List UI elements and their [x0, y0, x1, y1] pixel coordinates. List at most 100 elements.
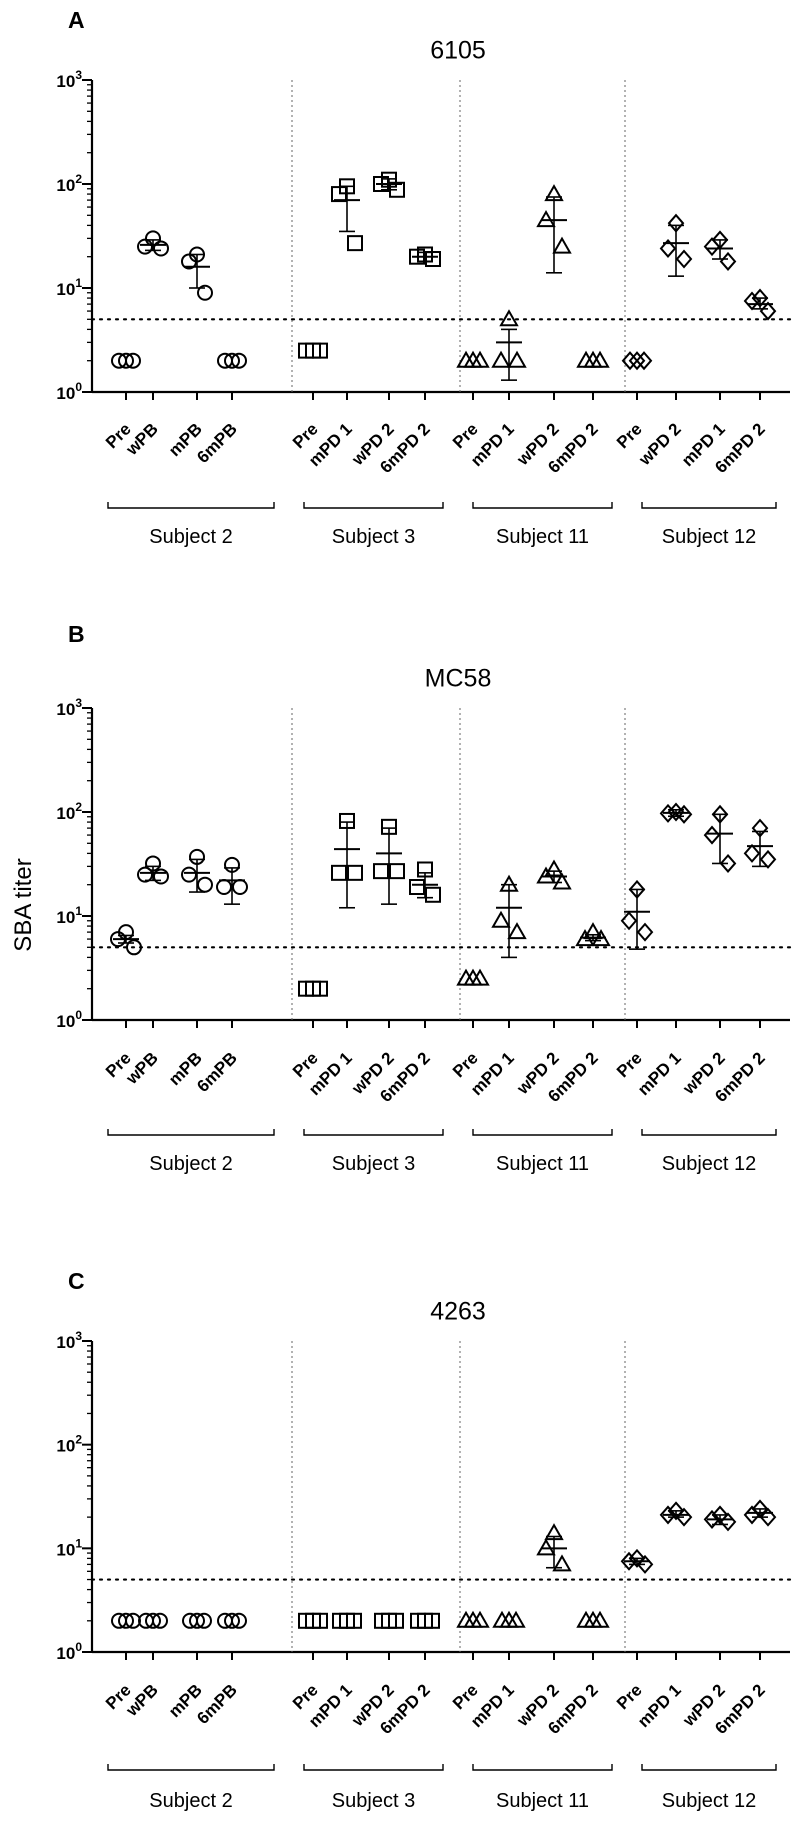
subject-bracket [107, 1764, 275, 1771]
data-point-square [425, 251, 441, 268]
y-tick-label: 103 [56, 68, 82, 91]
panel-letter: A [68, 7, 85, 33]
data-point-circle [231, 1612, 247, 1629]
data-point-circle [145, 1612, 161, 1629]
data-point-triangle [544, 1523, 564, 1541]
data-point-square [331, 864, 347, 881]
subject-bracket [472, 1764, 613, 1771]
data-point-square [347, 235, 363, 252]
data-point-diamond [636, 1554, 654, 1574]
data-point-diamond [743, 843, 761, 863]
y-tick-label: 102 [56, 800, 82, 823]
data-point-circle [232, 879, 248, 896]
data-point-triangle [575, 929, 595, 947]
data-point-circle [152, 1612, 168, 1629]
data-point-triangle [491, 910, 511, 928]
y-tick-label: 103 [56, 696, 82, 719]
data-point-diamond [759, 1507, 777, 1527]
data-point-circle [137, 866, 153, 883]
data-point-square [381, 818, 397, 835]
data-point-circle [145, 855, 161, 872]
data-point-circle [118, 1612, 134, 1629]
data-point-square [409, 248, 425, 265]
x-tick-label: 6mPB [193, 1680, 241, 1728]
subject-label: Subject 2 [149, 1153, 232, 1175]
data-point-triangle [536, 866, 556, 884]
data-point-triangle [536, 210, 556, 228]
data-point-circle [126, 939, 142, 956]
subject-label: Subject 3 [332, 526, 415, 548]
x-tick-label: wPD 2 [635, 419, 685, 469]
y-tick-label: 100 [56, 1640, 82, 1663]
data-point-circle [110, 931, 126, 948]
subject-bracket [303, 502, 444, 509]
data-point-circle [153, 240, 169, 257]
data-point-circle [224, 1612, 240, 1629]
subject-bracket [472, 1129, 613, 1136]
data-point-diamond [719, 1512, 737, 1532]
data-point-circle [189, 1612, 205, 1629]
data-point-circle [181, 866, 197, 883]
subject-label: Subject 2 [149, 526, 232, 548]
panel-title: 6105 [430, 37, 486, 65]
y-tick-label: 102 [56, 1433, 82, 1456]
data-point-triangle [491, 350, 511, 368]
data-point-diamond [621, 351, 639, 371]
subject-bracket [641, 1764, 777, 1771]
y-tick-label: 101 [56, 904, 82, 927]
data-point-circle [231, 352, 247, 369]
data-point-diamond [703, 1509, 721, 1529]
data-point-diamond [667, 213, 685, 233]
data-point-diamond [620, 1551, 638, 1571]
data-point-square [389, 181, 405, 198]
data-point-diamond [751, 818, 769, 838]
x-tick-label: mPD 1 [634, 1680, 685, 1731]
data-point-triangle [590, 1610, 610, 1628]
data-point-circle [137, 238, 153, 255]
data-point-circle [145, 230, 161, 247]
data-point-circle [197, 876, 213, 893]
subject-label: Subject 11 [496, 1790, 589, 1812]
data-point-diamond [659, 238, 677, 258]
data-point-diamond [667, 1501, 685, 1521]
data-point-diamond [628, 351, 646, 371]
data-point-triangle [499, 874, 519, 892]
data-point-circle [224, 856, 240, 873]
x-tick-label: wPB [122, 1048, 162, 1088]
data-point-diamond [711, 230, 729, 250]
subject-bracket [107, 1129, 275, 1136]
data-point-square [347, 864, 363, 881]
panel-letter: B [68, 621, 85, 647]
data-point-diamond [719, 251, 737, 271]
data-point-circle [224, 352, 240, 369]
data-point-diamond [675, 1507, 693, 1527]
x-tick-label: wPB [122, 419, 162, 459]
data-point-diamond [659, 1505, 677, 1525]
data-point-diamond [743, 291, 761, 311]
data-point-circle [125, 352, 141, 369]
data-point-diamond [711, 1505, 729, 1525]
y-tick-label: 100 [56, 1008, 82, 1031]
data-point-diamond [636, 922, 654, 942]
data-point-diamond [703, 825, 721, 845]
y-tick-label: 101 [56, 1536, 82, 1559]
data-point-triangle [506, 1610, 526, 1628]
data-point-triangle [544, 859, 564, 877]
data-point-circle [196, 1612, 212, 1629]
x-tick-label: Pre [613, 1048, 646, 1081]
panel-title: MC58 [425, 665, 492, 693]
data-point-triangle [470, 350, 490, 368]
data-point-square [373, 863, 389, 880]
data-point-square [346, 1612, 362, 1629]
data-point-circle [197, 284, 213, 301]
data-point-square [312, 980, 328, 997]
panel-title: 4263 [430, 1298, 486, 1326]
data-point-circle [181, 253, 197, 270]
data-point-circle [118, 352, 134, 369]
subject-bracket [303, 1764, 444, 1771]
y-axis-label: SBA titer [10, 858, 37, 952]
